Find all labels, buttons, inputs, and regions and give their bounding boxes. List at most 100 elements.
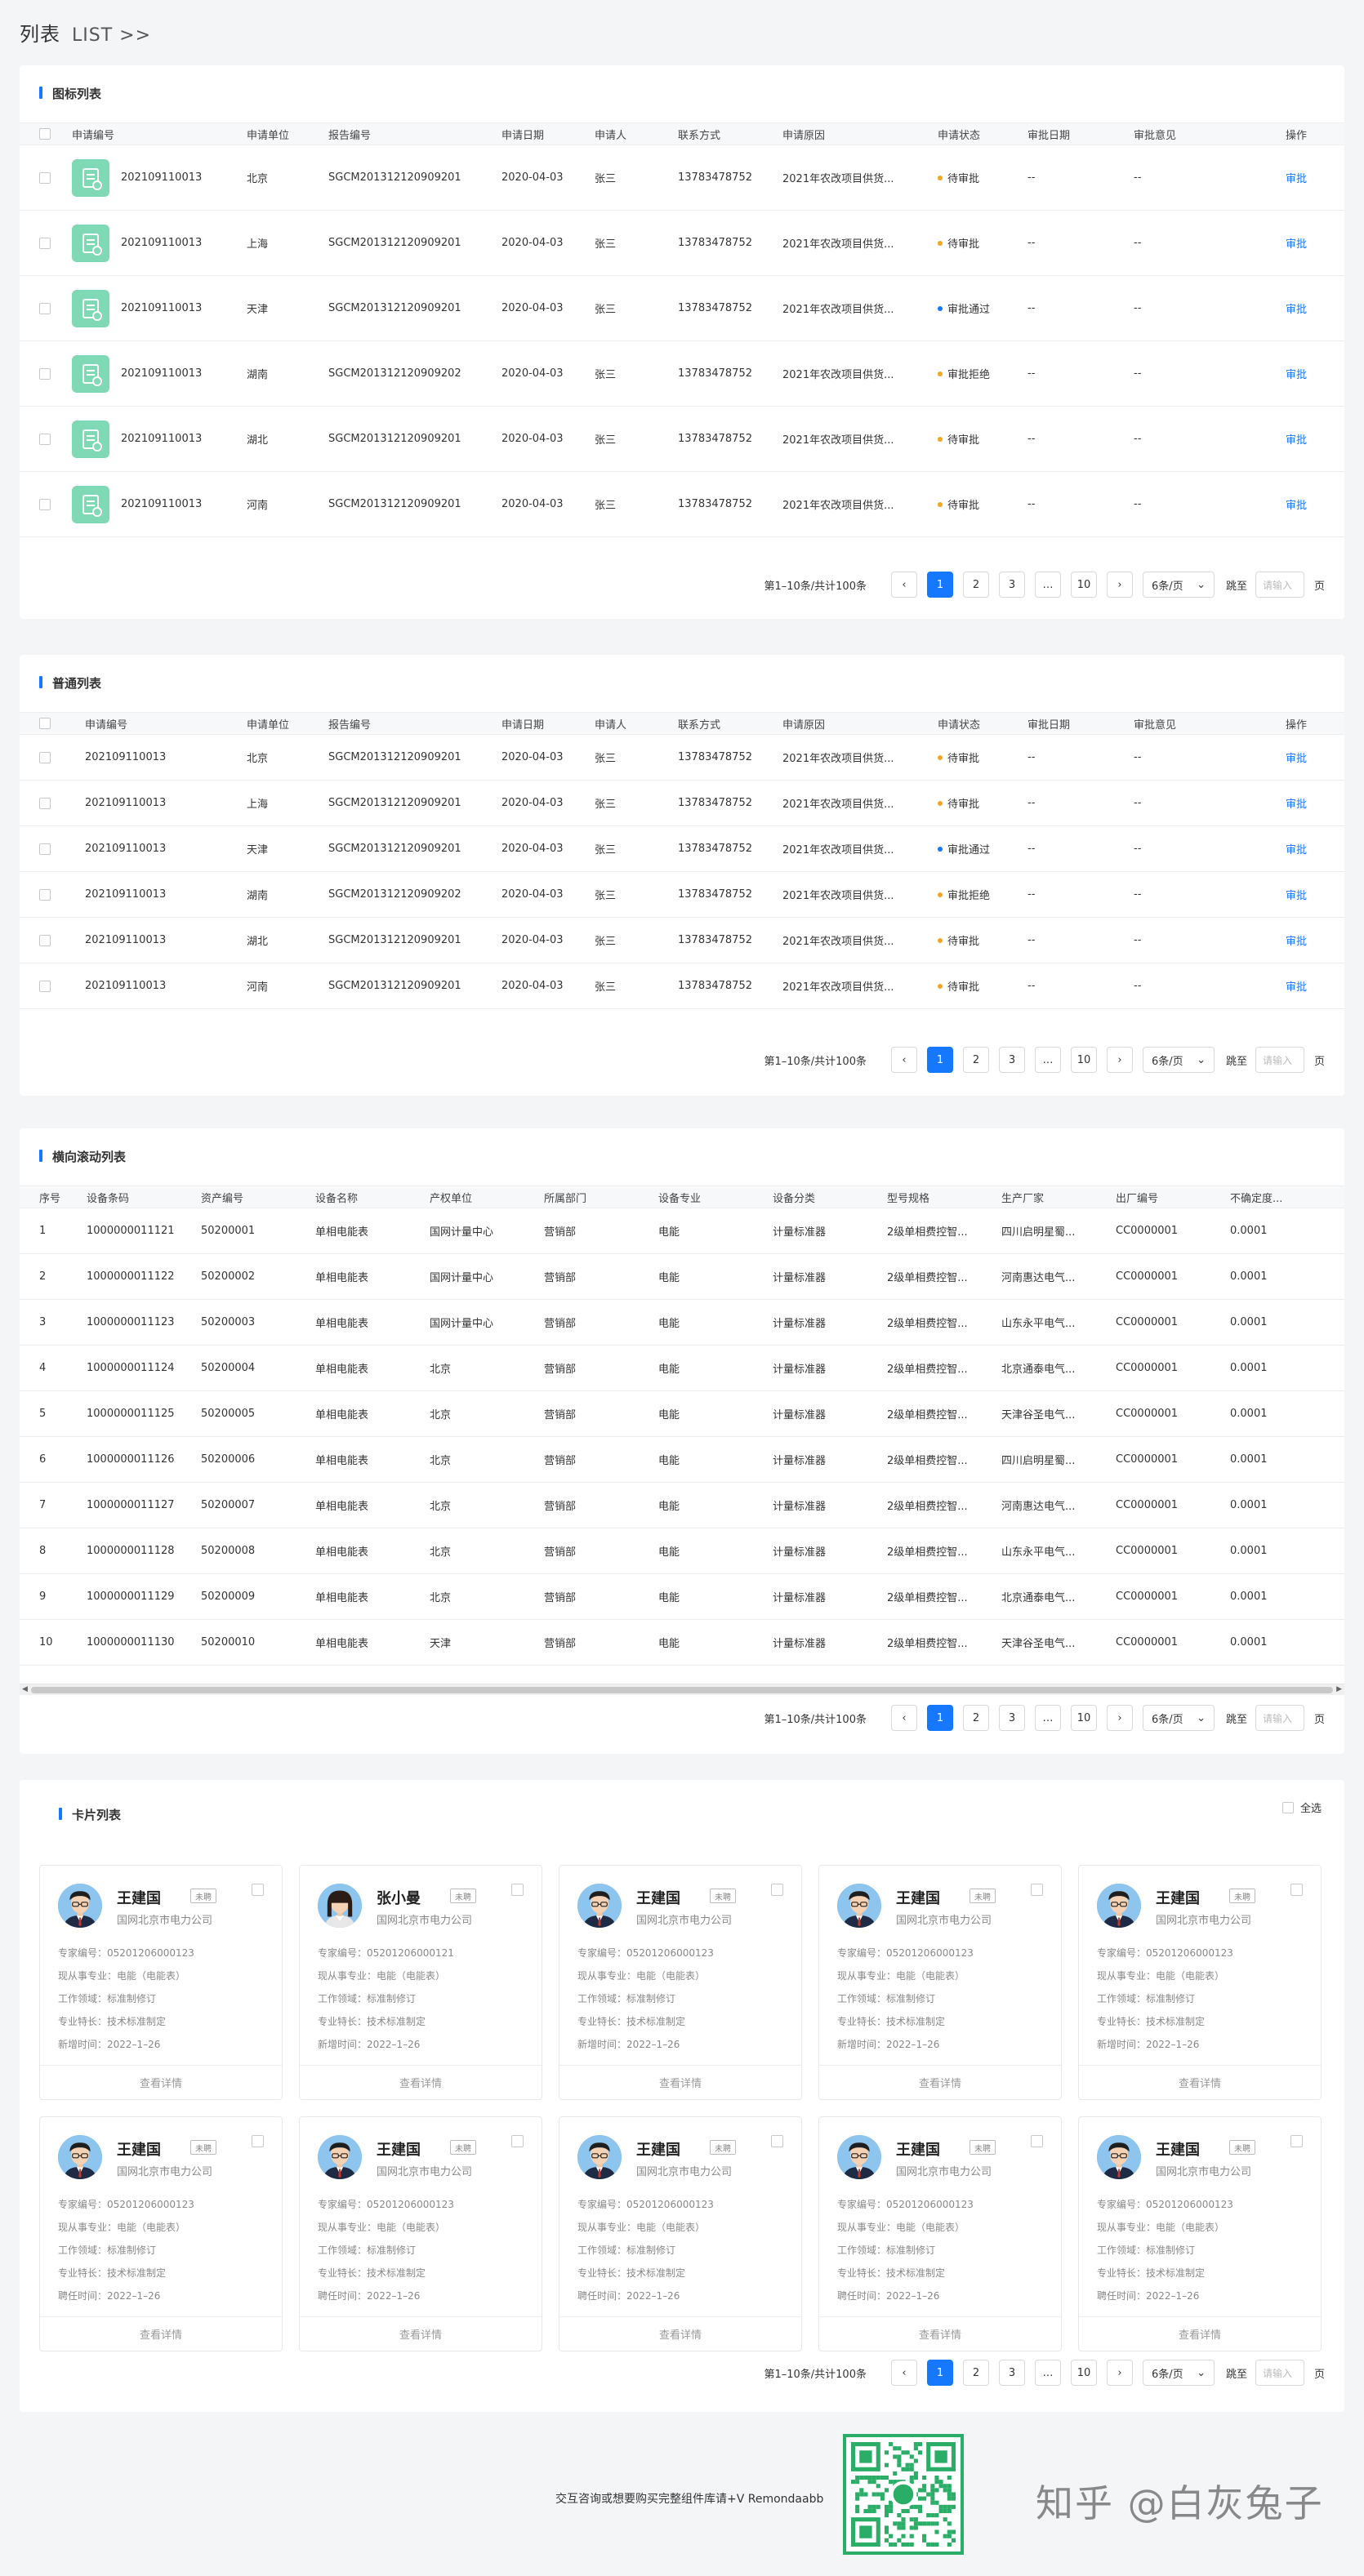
row-checkbox-cell[interactable]	[39, 145, 51, 210]
page-button[interactable]: 10	[1070, 2360, 1097, 2386]
page-size-select[interactable]: 6条/页 ⌄	[1142, 1705, 1215, 1731]
row-checkbox-cell[interactable]	[39, 407, 51, 471]
approve-link[interactable]: 审批	[1286, 304, 1308, 316]
row-checkbox-cell[interactable]	[39, 963, 51, 1008]
header-checkbox-cell[interactable]	[39, 713, 51, 734]
page-button[interactable]: 10	[1070, 572, 1097, 598]
cell-action[interactable]: 审批	[1286, 472, 1307, 536]
page-button[interactable]: …	[1034, 1047, 1061, 1073]
row-checkbox[interactable]	[39, 843, 51, 855]
page-size-select[interactable]: 6条/页 ⌄	[1142, 572, 1215, 598]
scrollbar-thumb[interactable]	[31, 1687, 1333, 1693]
select-all[interactable]: 全选	[1282, 1800, 1322, 1815]
row-checkbox-cell[interactable]	[39, 735, 51, 780]
next-page-button[interactable]: ›	[1106, 1047, 1133, 1073]
prev-page-button[interactable]: ‹	[890, 572, 917, 598]
row-checkbox[interactable]	[39, 498, 51, 510]
row-checkbox-cell[interactable]	[39, 826, 51, 871]
page-button[interactable]: 1	[926, 2360, 953, 2386]
next-page-button[interactable]: ›	[1106, 2360, 1133, 2386]
next-page-button[interactable]: ›	[1106, 572, 1133, 598]
expert-card[interactable]: 王建国 未聘 国网北京市电力公司 专家编号：05201206000123 现从事专业：电…	[39, 1865, 283, 2100]
row-checkbox[interactable]	[39, 888, 51, 901]
approve-link[interactable]: 审批	[1286, 238, 1308, 251]
page-button[interactable]: 2	[962, 1705, 989, 1731]
page-button[interactable]: 3	[998, 1047, 1025, 1073]
expert-card[interactable]: 王建国 未聘 国网北京市电力公司 专家编号：05201206000123 现从事专业：电…	[1078, 2116, 1322, 2351]
approve-link[interactable]: 审批	[1286, 890, 1308, 902]
jump-input[interactable]: 请输入	[1255, 1047, 1304, 1073]
approve-link[interactable]: 审批	[1286, 844, 1308, 856]
approve-link[interactable]: 审批	[1286, 369, 1308, 381]
row-checkbox-cell[interactable]	[39, 211, 51, 275]
view-details-button[interactable]: 查看详情	[819, 2065, 1061, 2099]
header-checkbox[interactable]	[39, 718, 51, 729]
cell-action[interactable]: 审批	[1286, 826, 1307, 871]
cell-action[interactable]: 审批	[1286, 145, 1307, 210]
cell-action[interactable]: 审批	[1286, 211, 1307, 275]
row-checkbox[interactable]	[39, 433, 51, 445]
view-details-button[interactable]: 查看详情	[1079, 2065, 1321, 2099]
page-button[interactable]: 3	[998, 2360, 1025, 2386]
row-checkbox[interactable]	[39, 171, 51, 184]
row-checkbox[interactable]	[39, 934, 51, 946]
page-button[interactable]: 2	[962, 572, 989, 598]
approve-link[interactable]: 审批	[1286, 434, 1308, 447]
page-button[interactable]: 2	[962, 1047, 989, 1073]
page-button[interactable]: …	[1034, 1705, 1061, 1731]
row-checkbox[interactable]	[39, 797, 51, 809]
cell-action[interactable]: 审批	[1286, 735, 1307, 780]
cell-action[interactable]: 审批	[1286, 918, 1307, 963]
scroll-right-icon[interactable]: ▶	[1336, 1685, 1342, 1693]
card-checkbox[interactable]	[1290, 2135, 1303, 2147]
horizontal-scrollbar[interactable]: ◀ ▶	[20, 1684, 1344, 1695]
prev-page-button[interactable]: ‹	[890, 1705, 917, 1731]
expert-card[interactable]: 王建国 未聘 国网北京市电力公司 专家编号：05201206000123 现从事专业：电…	[1078, 1865, 1322, 2100]
page-size-select[interactable]: 6条/页 ⌄	[1142, 2360, 1215, 2386]
view-details-button[interactable]: 查看详情	[300, 2065, 542, 2099]
card-checkbox[interactable]	[252, 2135, 264, 2147]
view-details-button[interactable]: 查看详情	[300, 2316, 542, 2351]
prev-page-button[interactable]: ‹	[890, 2360, 917, 2386]
row-checkbox-cell[interactable]	[39, 872, 51, 917]
page-button[interactable]: 1	[926, 572, 953, 598]
expert-card[interactable]: 王建国 未聘 国网北京市电力公司 专家编号：05201206000123 现从事专业：电…	[299, 2116, 542, 2351]
cell-action[interactable]: 审批	[1286, 872, 1307, 917]
cell-action[interactable]: 审批	[1286, 341, 1307, 406]
header-checkbox[interactable]	[39, 128, 51, 140]
expert-card[interactable]: 王建国 未聘 国网北京市电力公司 专家编号：05201206000123 现从事专业：电…	[818, 2116, 1062, 2351]
row-checkbox-cell[interactable]	[39, 276, 51, 340]
page-button[interactable]: 2	[962, 2360, 989, 2386]
row-checkbox-cell[interactable]	[39, 918, 51, 963]
row-checkbox[interactable]	[39, 980, 51, 992]
approve-link[interactable]: 审批	[1286, 936, 1308, 948]
jump-input[interactable]: 请输入	[1255, 1705, 1304, 1731]
page-button[interactable]: 10	[1070, 1705, 1097, 1731]
card-checkbox[interactable]	[771, 2135, 783, 2147]
row-checkbox-cell[interactable]	[39, 781, 51, 825]
row-checkbox[interactable]	[39, 302, 51, 314]
page-button[interactable]: 1	[926, 1047, 953, 1073]
expert-card[interactable]: 王建国 未聘 国网北京市电力公司 专家编号：05201206000123 现从事专业：电…	[559, 1865, 802, 2100]
jump-input[interactable]: 请输入	[1255, 2360, 1304, 2386]
jump-input[interactable]: 请输入	[1255, 572, 1304, 598]
approve-link[interactable]: 审批	[1286, 981, 1308, 994]
card-checkbox[interactable]	[1031, 2135, 1043, 2147]
page-button[interactable]: …	[1034, 2360, 1061, 2386]
card-checkbox[interactable]	[511, 2135, 524, 2147]
row-checkbox[interactable]	[39, 237, 51, 249]
row-checkbox[interactable]	[39, 367, 51, 380]
view-details-button[interactable]: 查看详情	[40, 2316, 282, 2351]
card-checkbox[interactable]	[1290, 1884, 1303, 1896]
select-all-checkbox[interactable]	[1282, 1801, 1294, 1813]
approve-link[interactable]: 审批	[1286, 173, 1308, 185]
cell-action[interactable]: 审批	[1286, 781, 1307, 825]
page-size-select[interactable]: 6条/页 ⌄	[1142, 1047, 1215, 1073]
header-checkbox-cell[interactable]	[39, 123, 51, 145]
row-checkbox[interactable]	[39, 751, 51, 763]
expert-card[interactable]: 张小曼 未聘 国网北京市电力公司 专家编号：05201206000121 现从事专业：电…	[299, 1865, 542, 2100]
cell-action[interactable]: 审批	[1286, 276, 1307, 340]
expert-card[interactable]: 王建国 未聘 国网北京市电力公司 专家编号：05201206000123 现从事专业：电…	[39, 2116, 283, 2351]
card-checkbox[interactable]	[511, 1884, 524, 1896]
expert-card[interactable]: 王建国 未聘 国网北京市电力公司 专家编号：05201206000123 现从事专业：电…	[559, 2116, 802, 2351]
